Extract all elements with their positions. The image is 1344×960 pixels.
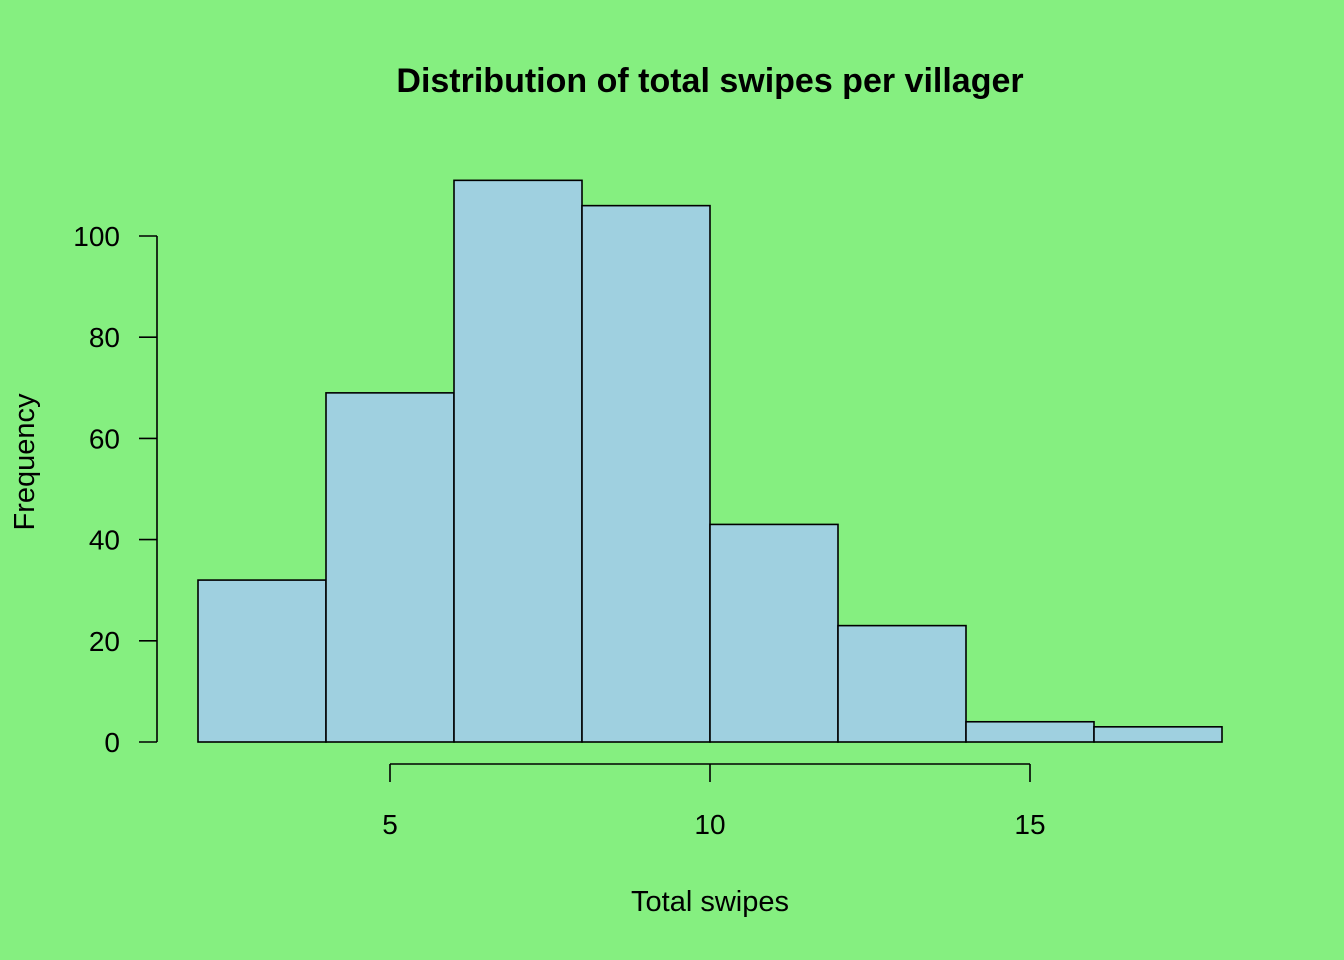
histogram-bar [837,624,967,743]
y-axis: 0 20 40 60 80 100 [73,221,158,758]
histogram-bar [581,204,711,743]
x-tick-label: 10 [694,809,725,840]
y-tick-label: 0 [104,727,120,758]
y-tick-label: 80 [89,322,120,353]
histogram-bar [965,720,1095,743]
histogram-bar [709,523,839,743]
histogram-bar [325,392,455,743]
histogram-bar [197,579,327,743]
x-tick-label: 15 [1014,809,1045,840]
y-tick-label: 100 [73,221,120,252]
histogram-bar [1093,726,1223,743]
x-tick-label: 5 [382,809,398,840]
histogram-bar [453,179,583,743]
y-tick-label: 60 [89,423,120,454]
chart-title: Distribution of total swipes per village… [396,62,1023,100]
y-axis-label: Frequency [9,393,41,531]
x-axis-label: Total swipes [631,886,789,918]
y-tick-label: 20 [89,626,120,657]
y-tick-label: 40 [89,525,120,556]
x-axis: 5 10 15 [382,763,1046,840]
bars [197,179,1223,743]
